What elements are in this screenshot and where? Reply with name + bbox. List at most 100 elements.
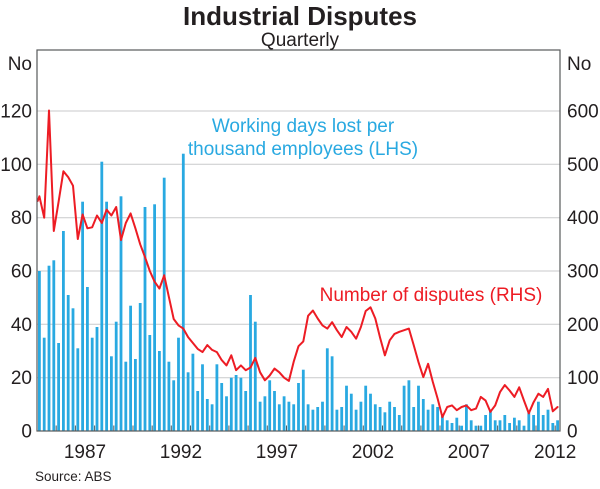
bar — [105, 201, 108, 431]
bar — [71, 308, 75, 431]
right-axis-tick-label: 300 — [567, 262, 599, 283]
bar — [527, 412, 531, 431]
bar — [436, 407, 439, 431]
bar — [134, 359, 137, 431]
bar — [445, 420, 449, 431]
bar — [513, 417, 516, 431]
right-axis-unit-label: No — [567, 54, 592, 75]
x-axis-year-label: 1997 — [256, 442, 298, 463]
bar — [47, 265, 51, 431]
left-axis-tick-label: 60 — [11, 262, 32, 283]
bar — [225, 396, 228, 431]
bar — [421, 399, 425, 431]
left-axis-unit-label: No — [7, 54, 32, 75]
bar — [402, 385, 406, 431]
source-note: Source: ABS — [35, 469, 112, 484]
x-axis-year-label: 2007 — [448, 442, 490, 463]
bar — [541, 415, 545, 431]
bar — [556, 420, 559, 431]
bar — [297, 383, 300, 431]
bar — [474, 425, 478, 431]
bar — [287, 401, 291, 431]
bar — [196, 391, 200, 431]
bar — [162, 177, 166, 431]
bar — [119, 196, 123, 431]
bar — [546, 409, 550, 431]
bar — [81, 201, 84, 431]
bar — [253, 321, 257, 431]
bar — [239, 377, 243, 431]
bar — [95, 327, 99, 431]
bar — [258, 401, 262, 431]
bar — [407, 380, 411, 431]
bar — [186, 372, 190, 431]
left-axis-tick-label: 40 — [11, 315, 32, 336]
right-axis-tick-label: 0 — [567, 422, 578, 443]
bar — [354, 409, 358, 431]
bar — [330, 356, 334, 431]
chart-subtitle: Quarterly — [260, 30, 340, 51]
bar — [277, 404, 281, 431]
bar — [124, 361, 128, 431]
bars-series-label: Working days lost per thousand employees… — [183, 115, 423, 161]
line-series-label: Number of disputes (RHS) — [319, 285, 543, 306]
bar — [148, 335, 152, 431]
bar — [38, 271, 41, 431]
x-axis-year-label: 1992 — [160, 442, 202, 463]
bar — [378, 407, 382, 431]
bar — [426, 409, 430, 431]
plot-frame — [36, 49, 561, 432]
bar — [110, 356, 113, 431]
bars-series-label-line2: thousand employees (LHS) — [187, 139, 419, 160]
bar — [177, 337, 180, 431]
bar — [455, 417, 459, 431]
right-axis-tick-label: 200 — [567, 315, 599, 336]
bar — [129, 305, 132, 431]
bar — [364, 385, 368, 431]
bar — [311, 409, 315, 431]
bar — [62, 231, 65, 431]
bar — [306, 404, 310, 431]
bar — [292, 404, 296, 431]
right-axis-tick-label: 500 — [567, 155, 599, 176]
bar — [42, 337, 46, 431]
bar — [158, 351, 161, 431]
bar — [359, 401, 363, 431]
bar — [460, 425, 463, 431]
bar — [138, 303, 142, 431]
bar — [143, 207, 147, 431]
x-axis-year-label: 1987 — [64, 442, 106, 463]
bar — [349, 393, 353, 431]
bar — [335, 409, 339, 431]
right-axis-tick-label: 400 — [567, 208, 599, 229]
bar — [282, 396, 286, 431]
bar — [210, 404, 214, 431]
bar — [66, 295, 70, 431]
disputes-line — [36, 109, 559, 419]
bar — [508, 423, 511, 431]
bar — [268, 380, 272, 431]
bar — [191, 353, 195, 431]
bar — [369, 393, 372, 431]
bar — [397, 415, 401, 431]
bar — [153, 204, 156, 431]
left-axis-tick-label: 100 — [0, 155, 32, 176]
bar — [86, 287, 89, 431]
bar — [340, 407, 344, 431]
bar — [417, 385, 420, 431]
bar — [90, 337, 94, 431]
bar — [181, 153, 185, 431]
bar — [465, 404, 468, 431]
bar — [431, 404, 435, 431]
bar — [249, 295, 252, 431]
bar — [517, 420, 521, 431]
bar — [114, 321, 118, 431]
bar — [373, 404, 377, 431]
bar — [450, 423, 454, 431]
bar — [301, 369, 305, 431]
bar — [479, 425, 483, 431]
bar — [532, 415, 535, 431]
right-axis-tick-label: 600 — [567, 102, 599, 123]
bar — [220, 383, 224, 431]
